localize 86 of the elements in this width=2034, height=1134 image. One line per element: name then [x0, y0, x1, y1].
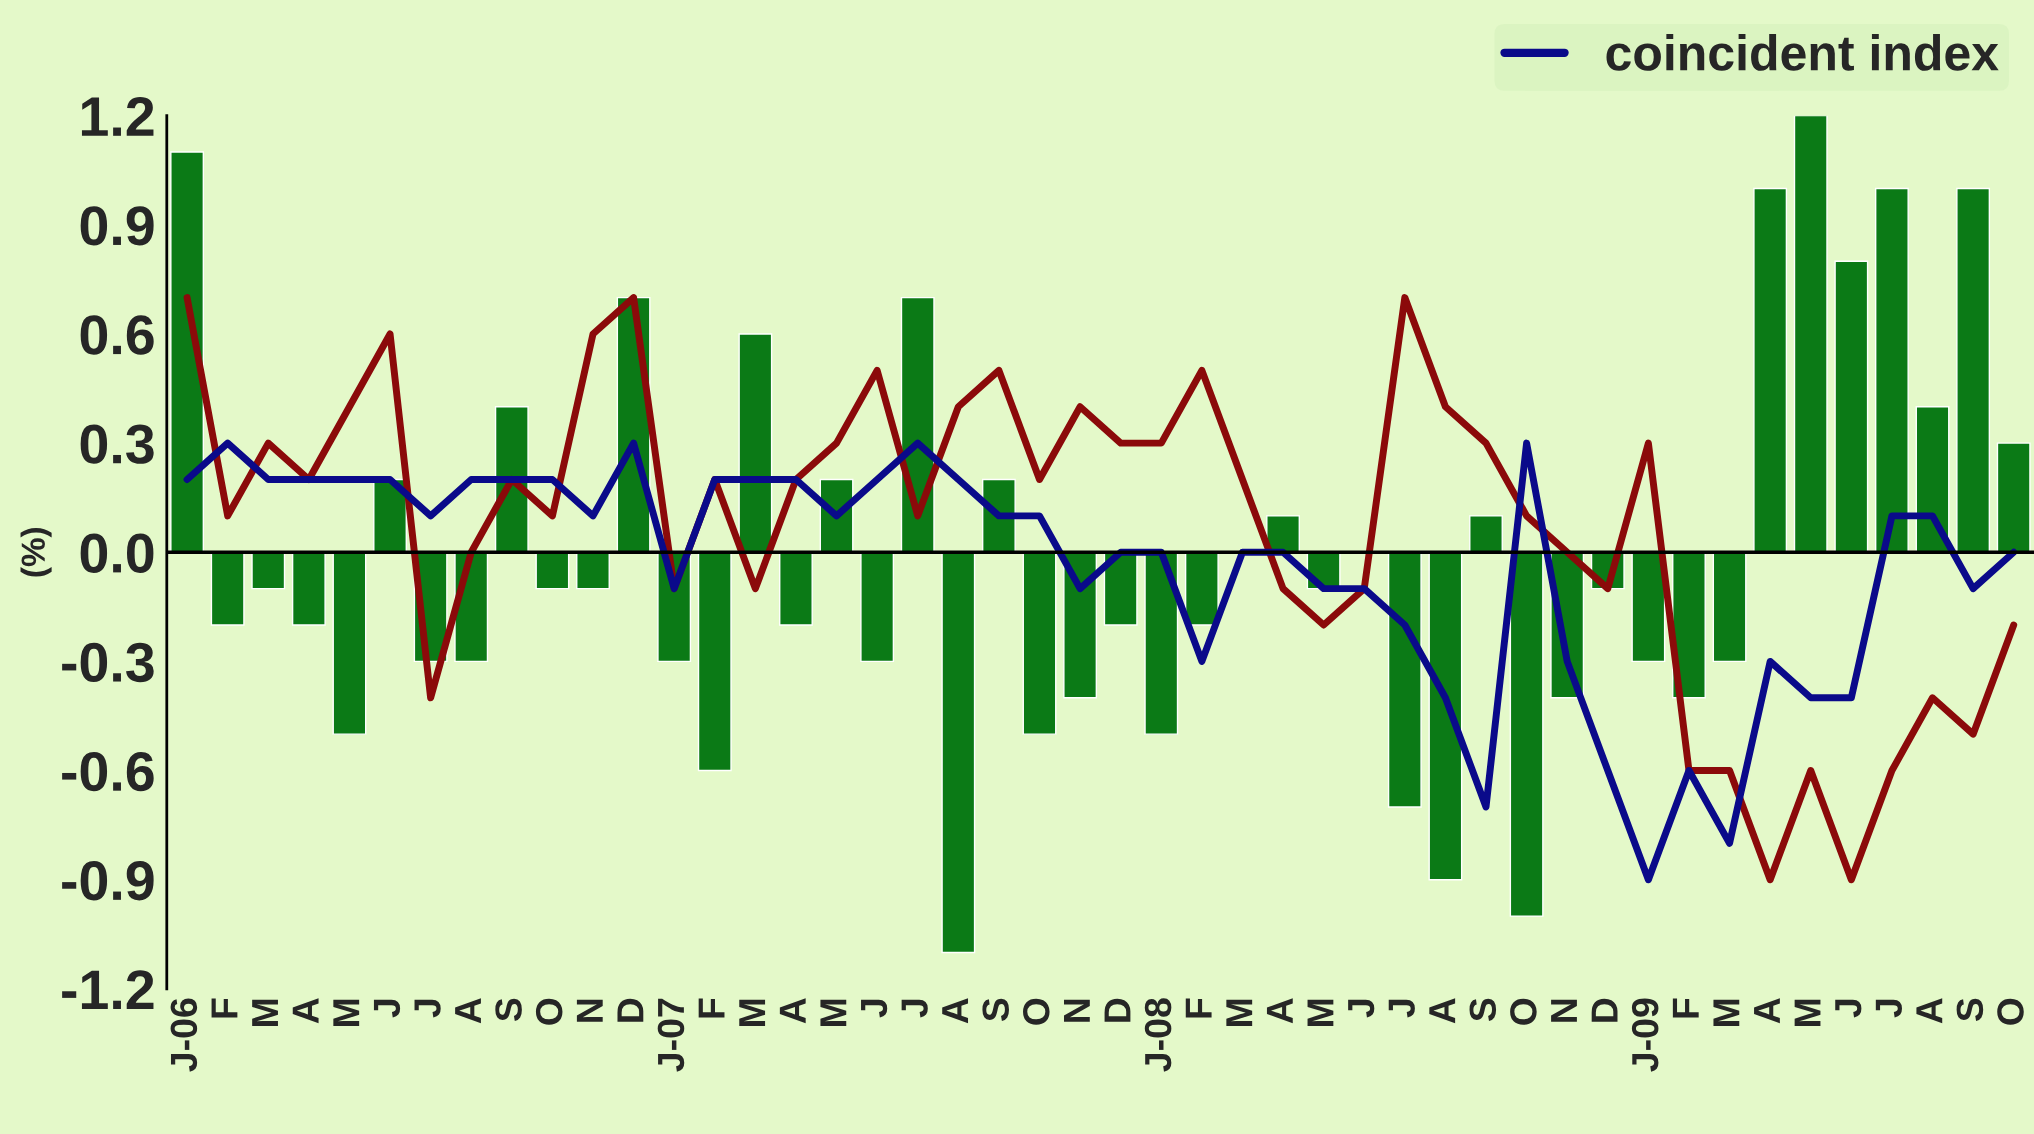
x-tick-label: N: [1064, 999, 1090, 1022]
x-tick-label: J: [1835, 999, 1862, 1018]
x-tick-label: A: [455, 998, 481, 1024]
x-tick-label: N: [1551, 999, 1577, 1022]
x-tick-label: M: [1794, 999, 1821, 1026]
bar: [1022, 551, 1057, 735]
x-tick-label: N: [576, 999, 603, 1022]
bar: [1753, 187, 1788, 553]
bar: [1063, 551, 1098, 699]
y-tick-label: -0.3: [62, 642, 154, 683]
x-tick-label: S: [1956, 998, 1984, 1022]
bar: [1956, 187, 1991, 553]
bar: [697, 551, 732, 772]
x-tick-label: J: [901, 999, 928, 1018]
bar: [1834, 260, 1869, 553]
bar: [1428, 551, 1463, 881]
x-tick-label: A: [779, 998, 806, 1024]
y-tick-label: 0.9: [80, 206, 154, 246]
y-tick-label: -0.6: [62, 751, 154, 792]
x-tick-label: J: [861, 999, 888, 1018]
legend-label: coincident index: [1606, 34, 1999, 71]
bar: [860, 551, 895, 663]
x-tick-label: J: [414, 999, 441, 1018]
y-tick-label: 0.6: [80, 315, 154, 355]
bar: [332, 551, 367, 735]
bar: [1631, 551, 1666, 663]
x-tick-label: O: [1997, 998, 2024, 1025]
bar: [1509, 551, 1544, 917]
x-tick-label: A: [1266, 998, 1293, 1024]
x-tick-label: S: [495, 998, 522, 1022]
x-tick-label: J-08: [1144, 998, 1172, 1072]
x-tick-label: M: [252, 999, 278, 1026]
x-tick-label: A: [942, 998, 969, 1024]
y-tick-label: -0.9: [62, 861, 154, 901]
x-tick-label: M: [1307, 999, 1334, 1026]
y-axis-title: (%): [20, 528, 52, 577]
y-tick-label: 1.2: [81, 97, 154, 136]
y-tick-label: -1.2: [62, 970, 154, 1009]
x-tick-label: M: [333, 999, 360, 1026]
x-tick-label: F: [698, 998, 725, 1018]
x-tick-label: A: [1916, 998, 1943, 1024]
bar: [170, 151, 205, 553]
bar: [1184, 551, 1219, 626]
bar: [251, 551, 286, 590]
bar: [1996, 442, 2031, 553]
x-tick-label: F: [1185, 998, 1212, 1018]
bar: [1712, 551, 1747, 663]
x-tick-label: F: [1672, 998, 1699, 1018]
x-tick-label: M: [739, 999, 766, 1026]
x-tick-label: J: [1348, 999, 1375, 1018]
x-tick-label: J: [1875, 999, 1902, 1018]
x-tick-label: J-07: [657, 998, 685, 1072]
bar: [1874, 187, 1909, 553]
bar: [941, 551, 976, 954]
x-tick-label: O: [1510, 998, 1537, 1025]
x-tick-label: A: [292, 998, 319, 1024]
bar: [1144, 551, 1179, 735]
bar: [1469, 515, 1503, 553]
y-tick-label: 0.3: [80, 424, 154, 464]
x-tick-label: J: [373, 999, 401, 1018]
bar: [1387, 551, 1422, 808]
x-tick-label: O: [1023, 998, 1050, 1025]
x-tick-label: M: [820, 999, 847, 1026]
bar: [1793, 115, 1828, 553]
x-tick-label: F: [211, 998, 238, 1018]
bar: [738, 333, 773, 553]
bar: [576, 551, 610, 590]
x-tick-label: O: [535, 998, 563, 1025]
bar: [291, 551, 326, 626]
x-tick-label: A: [1429, 998, 1456, 1024]
bar: [535, 551, 570, 590]
y-tick-label: 0.0: [80, 533, 154, 573]
bar: [210, 551, 245, 626]
x-tick-label: D: [1104, 998, 1131, 1022]
x-tick-label: D: [617, 998, 644, 1022]
bar: [1103, 551, 1138, 626]
x-tick-label: D: [1591, 998, 1618, 1022]
x-tick-label: A: [1754, 998, 1780, 1024]
bar: [779, 551, 813, 626]
x-tick-label: J-06: [170, 998, 198, 1072]
x-tick-label: M: [1226, 999, 1253, 1026]
x-tick-label: M: [1713, 999, 1740, 1026]
x-tick-label: S: [982, 998, 1009, 1022]
x-tick-label: S: [1469, 998, 1497, 1022]
x-tick-label: J: [1388, 999, 1415, 1018]
x-tick-label: J-09: [1631, 998, 1659, 1072]
